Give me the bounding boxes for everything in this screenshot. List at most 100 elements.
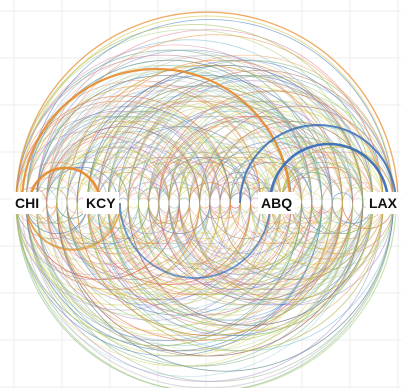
route-arc — [25, 202, 333, 357]
route-arc — [46, 110, 231, 204]
route-arc — [301, 202, 323, 214]
route-arc — [250, 202, 374, 265]
route-arc — [178, 202, 313, 270]
route-arc — [189, 202, 221, 219]
route-arc — [189, 202, 384, 301]
route-arc — [117, 202, 149, 219]
route-arc — [15, 11, 399, 204]
route-arc — [66, 131, 211, 204]
route-arc — [158, 100, 364, 204]
route-arc — [25, 202, 323, 352]
route-arc — [270, 156, 364, 204]
route-arc — [107, 202, 262, 280]
route-arc — [280, 202, 374, 250]
route-arc — [66, 54, 364, 204]
route-arc — [56, 202, 394, 372]
route-arc — [76, 156, 170, 204]
route-arc — [352, 197, 364, 204]
route-arc — [219, 202, 343, 265]
route-arc — [189, 202, 333, 275]
route-arc — [66, 202, 231, 285]
route-arc — [66, 202, 251, 296]
route-arc — [97, 54, 394, 204]
route-arc — [178, 202, 292, 260]
route-arc — [280, 172, 343, 204]
route-arc — [36, 202, 323, 347]
route-arc — [219, 202, 374, 280]
route-arc — [25, 59, 313, 204]
route-arc — [148, 202, 211, 234]
route-arc — [168, 202, 180, 209]
route-arc — [15, 95, 231, 204]
route-arc — [311, 202, 374, 234]
route-arc — [158, 202, 353, 301]
route-arc — [250, 161, 333, 204]
route-arc — [148, 85, 384, 204]
route-arc — [87, 202, 251, 285]
route-arc — [97, 202, 323, 316]
route-arc — [87, 64, 364, 204]
route-arc — [178, 146, 292, 204]
route-arc — [117, 146, 231, 204]
route-arc — [148, 202, 323, 291]
route-arc — [291, 202, 394, 255]
route-arc — [25, 64, 302, 204]
route-arc — [127, 161, 211, 204]
route-arc — [301, 202, 313, 209]
node-label-abq: ABQ — [258, 192, 296, 214]
route-arc — [199, 202, 364, 285]
route-arc — [87, 202, 313, 316]
route-arc — [87, 202, 313, 316]
route-arc — [168, 202, 251, 245]
route-arc — [87, 202, 313, 316]
route-arc — [46, 85, 282, 204]
route-arc — [229, 202, 241, 209]
route-arc — [240, 202, 323, 245]
route-arc — [138, 202, 333, 301]
route-arc — [15, 202, 88, 240]
route-arc — [168, 110, 353, 204]
route-arc — [127, 182, 170, 204]
route-arc — [46, 202, 58, 209]
route-arc — [127, 202, 374, 326]
route-arc — [199, 202, 231, 219]
chi-highlight-arc — [28, 166, 102, 204]
route-arc — [189, 161, 272, 204]
route-arc — [76, 85, 313, 204]
route-arc — [25, 19, 394, 204]
route-arc — [117, 202, 374, 331]
route-arc — [107, 202, 323, 311]
route-arc — [46, 136, 180, 204]
route-arc — [117, 202, 302, 296]
route-arc — [66, 202, 292, 316]
route-arc — [168, 115, 343, 204]
route-arc — [219, 202, 231, 209]
route-arc — [148, 202, 200, 229]
route-arc — [107, 115, 282, 204]
route-arc — [189, 136, 323, 204]
route-arc — [56, 131, 200, 204]
route-arc — [311, 202, 343, 219]
route-arc — [25, 85, 262, 204]
route-arc — [209, 202, 221, 209]
route-arc — [158, 115, 333, 204]
route-arc — [46, 202, 353, 357]
route-arc — [97, 202, 180, 245]
abq-highlight-arc — [268, 142, 390, 204]
route-arc — [56, 202, 333, 342]
route-arc — [138, 202, 262, 265]
route-arc — [66, 202, 149, 245]
route-arc — [46, 115, 221, 204]
route-arc — [15, 29, 364, 204]
route-arc — [21, 202, 393, 388]
route-arc — [199, 202, 231, 219]
route-arc — [240, 202, 394, 280]
route-arc — [240, 146, 353, 204]
route-arc — [148, 161, 231, 204]
route-arc — [270, 202, 384, 260]
route-arc — [36, 49, 343, 204]
route-arc — [25, 202, 200, 291]
route-arc — [148, 202, 211, 234]
route-arc — [25, 202, 88, 234]
route-arc — [138, 202, 343, 306]
